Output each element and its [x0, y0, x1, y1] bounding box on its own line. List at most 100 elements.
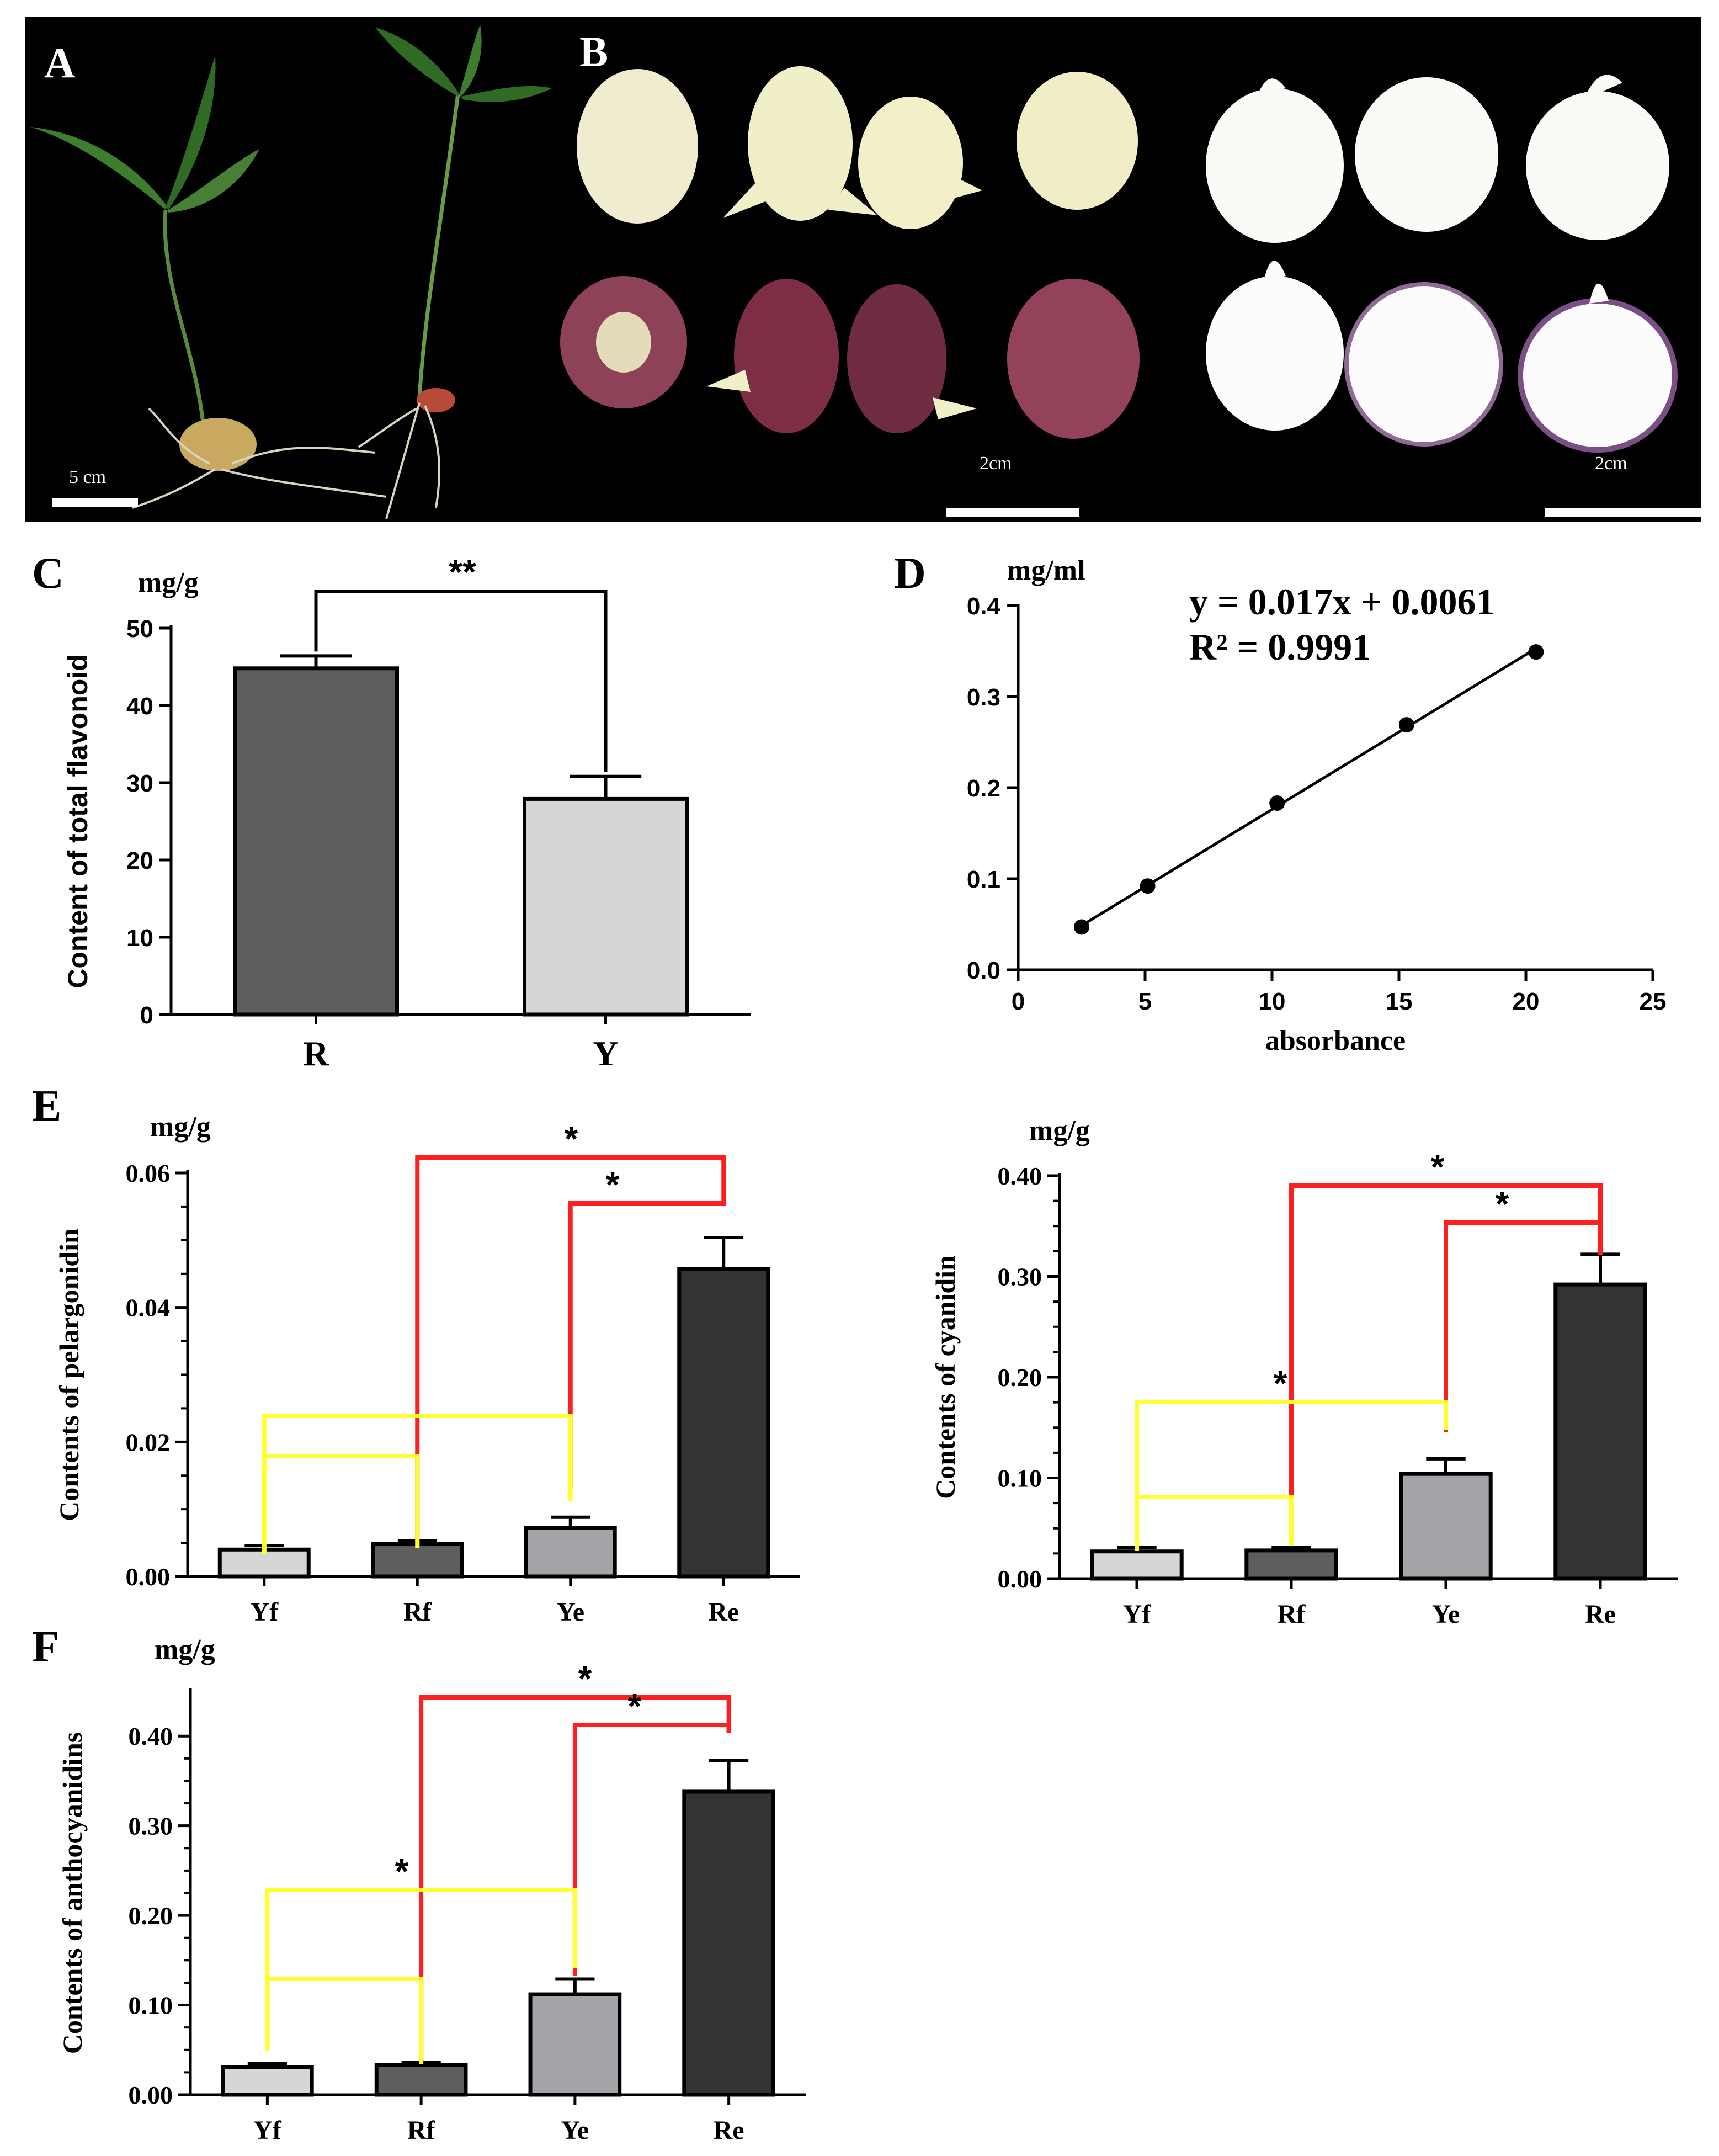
significance-bracket-Ye-Re	[1444, 1220, 1603, 1432]
y-tick-label: 0.10	[998, 1464, 1042, 1493]
panel-a-label: A	[44, 39, 75, 87]
significance-star: *	[628, 1686, 642, 1726]
y-axis-title: Contents of cyanidin	[930, 1255, 961, 1499]
y-unit-label: mg/g	[155, 1634, 215, 1665]
y-tick-label: 0.4	[967, 593, 1001, 620]
x-tick-label-Yf: Yf	[1123, 1600, 1152, 1629]
y-tick-label: 0.3	[967, 684, 1000, 711]
chart-c-total-flavonoid: 0 10 20 30 40 50 R Ymg/g Content of total flavon…	[62, 552, 751, 1073]
x-axis-title: absorbance	[1265, 1025, 1406, 1056]
whole-tubers-icon	[560, 66, 1140, 439]
regression-equation: y = 0.017x + 0.0061	[1189, 581, 1495, 623]
x-tick-label-Yf: Yf	[250, 1597, 279, 1627]
x-tick-label-Ye: Ye	[561, 2116, 589, 2145]
bar-Rf	[1244, 1548, 1338, 1581]
y-axis-title: Content of total flavonoid	[62, 654, 93, 988]
x-tick-label-Ye: Ye	[556, 1597, 584, 1627]
panel-e-label: E	[32, 1082, 61, 1130]
y-tick-label: 0.30	[998, 1263, 1042, 1291]
y-tick-label: 0.20	[998, 1363, 1042, 1392]
y-tick-label: 0.30	[129, 1812, 173, 1840]
x-tick-label-Re: Re	[708, 1597, 739, 1627]
bar-Yf	[1090, 1549, 1184, 1581]
panel-b-photo: B	[560, 17, 1702, 522]
y-tick-label: 40	[126, 693, 153, 720]
y-tick-label: 0.40	[998, 1162, 1042, 1190]
bar-Yf	[221, 2065, 314, 2097]
panel-b-scale-label-right: 2cm	[1595, 453, 1627, 474]
significance-star: *	[578, 1659, 592, 1698]
y-tick-label: 20	[126, 847, 153, 874]
chart-d-standard-curve: 0.0 0.1 0.2 0.3 0.4 0 5 10 15 20 25 mg/ml y = 0.017x…	[967, 555, 1667, 1056]
bar-Ye	[528, 1992, 622, 2097]
x-tick-label: 15	[1386, 988, 1413, 1015]
y-unit-label: mg/g	[1029, 1115, 1090, 1146]
fit-line	[1081, 647, 1537, 927]
panel-b-label: B	[579, 28, 608, 76]
bar-Ye	[524, 1526, 617, 1579]
significance-bracket-Yf-Ye	[265, 1888, 577, 2051]
seedling-yellow-tuber-icon	[30, 55, 387, 509]
sectioned-tubers-icon	[1206, 75, 1678, 453]
x-tick-label-Yf: Yf	[253, 2116, 282, 2145]
y-unit-label: mg/ml	[1007, 555, 1085, 586]
panel-b-background	[563, 17, 1701, 522]
y-axis-title: Contents of anthocyanidins	[57, 1732, 88, 2054]
x-tick-label-Y: Y	[593, 1034, 618, 1073]
panel-a-scale-label: 5 cm	[69, 467, 106, 487]
x-tick-label: 5	[1138, 988, 1152, 1015]
panel-a-scale-bar	[52, 498, 138, 507]
data-point	[1398, 717, 1414, 733]
y-tick-label: 0.00	[129, 2081, 173, 2109]
x-tick-label: 25	[1640, 988, 1667, 1015]
significance-bracket-Yf-Rf	[262, 1454, 420, 1554]
panel-b-scale-bar-left	[946, 508, 1079, 517]
y-tick-label: 10	[126, 925, 153, 952]
panel-f-label: F	[32, 1623, 59, 1671]
seedling-red-tuber-icon	[358, 25, 552, 519]
y-tick-label: 0.00	[126, 1563, 171, 1591]
x-tick-label: 0	[1012, 988, 1025, 1015]
bar-Y	[523, 796, 689, 1017]
y-tick-label: 0.2	[967, 775, 1000, 802]
x-tick-label-Rf: Rf	[1278, 1600, 1306, 1629]
bar-Ye	[1399, 1472, 1493, 1581]
significance-bracket-Yf-Rf	[1135, 1495, 1294, 1551]
bar-Re	[682, 1789, 775, 2097]
panel-b-scale-label-left: 2cm	[980, 453, 1012, 474]
x-tick-label: 20	[1513, 988, 1540, 1015]
significance-bracket-R-Y	[314, 590, 608, 772]
r-squared-label: R² = 0.9991	[1189, 626, 1371, 668]
chart-e-cyanidin: 0.00 0.10 0.20 0.30 0.40 Yf Rf Ye Re mg/g Contents…	[930, 1115, 1678, 1629]
significance-bracket-Rf-Re	[415, 1155, 726, 1546]
y-tick-label: 0.0	[967, 957, 1000, 984]
y-tick-label: 0.20	[129, 1902, 173, 1930]
y-tick-label: 0.1	[967, 866, 1000, 893]
significance-bracket-Yf-Rf	[265, 1977, 424, 2064]
panel-b-scale-bar-right	[1545, 508, 1702, 517]
bar-Re	[677, 1267, 770, 1579]
chart-e-pelargonidin: 0.00 0.02 0.04 0.06 Yf Rf Ye Re mg/g Contents of …	[54, 1111, 800, 1627]
significance-star: *	[1274, 1363, 1287, 1403]
x-tick-label-Rf: Rf	[403, 1597, 432, 1627]
x-tick-label-R: R	[303, 1034, 329, 1073]
y-tick-label: 0	[140, 1002, 153, 1029]
y-tick-label: 30	[126, 770, 153, 797]
y-tick-label: 0.40	[129, 1722, 173, 1750]
significance-bracket-Yf-Ye	[1135, 1400, 1448, 1551]
bar-Re	[1553, 1282, 1647, 1581]
significance-star: *	[565, 1119, 578, 1159]
y-unit-label: mg/g	[150, 1111, 211, 1143]
x-tick-label-Re: Re	[1585, 1600, 1616, 1629]
x-tick-label-Ye: Ye	[1432, 1600, 1460, 1629]
data-point	[1140, 878, 1156, 894]
panel-c-label: C	[32, 549, 64, 598]
panel-d-label: D	[894, 549, 926, 598]
bar-Rf	[371, 1542, 464, 1579]
significance-bracket-Ye-Re	[572, 1723, 731, 1976]
y-tick-label: 0.00	[998, 1565, 1042, 1593]
y-tick-label: 0.10	[129, 1992, 173, 2020]
y-tick-label: 0.02	[126, 1428, 171, 1456]
significance-star: *	[1431, 1147, 1445, 1187]
